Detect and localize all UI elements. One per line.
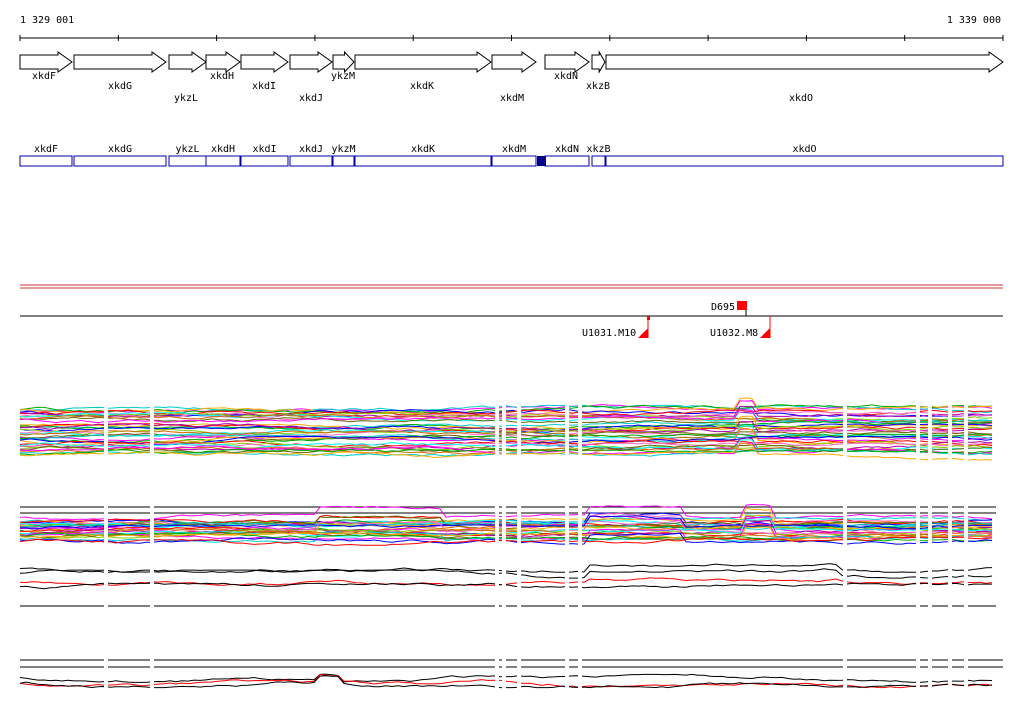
gene-box-label: xkzB (586, 144, 610, 155)
data-gap (502, 400, 506, 700)
gene-arrow-label: xkdG (108, 81, 132, 92)
gene-arrow-xkdh[interactable] (205, 51, 241, 73)
gene-arrow-label: xkdJ (299, 93, 323, 104)
gene-box-xkzb[interactable] (591, 155, 606, 167)
ruler-end-label: 1 339 000 (947, 15, 1001, 26)
gene-box-xkdo[interactable] (605, 155, 1004, 167)
gene-box-xkdi[interactable] (240, 155, 289, 167)
gene-box-label: xkdJ (299, 144, 323, 155)
gene-arrow-label: xkdM (500, 93, 524, 104)
data-gap (517, 400, 521, 700)
gene-box-label: xkdI (252, 144, 276, 155)
data-gap (104, 400, 108, 700)
feature-tick-u1031 (647, 316, 650, 320)
gene-arrow-xkdn[interactable] (544, 51, 590, 73)
data-gap (843, 400, 847, 700)
gene-arrow-ykzm[interactable] (332, 50, 355, 74)
feature-marker-d695[interactable] (737, 301, 747, 310)
gene-box-label: xkdO (792, 144, 816, 155)
gene-box-xkdh[interactable] (205, 155, 241, 167)
gene-box-ykzm[interactable] (332, 155, 355, 167)
gene-arrow-label: xkdO (789, 93, 813, 104)
gene-arrow-label: xkdN (554, 71, 578, 82)
data-gap (578, 400, 582, 700)
data-gap (495, 400, 499, 700)
gene-arrow-label: xkdK (410, 81, 434, 92)
gene-arrow-xkzb[interactable] (591, 50, 606, 74)
gene-box-xkdm[interactable] (491, 155, 537, 167)
gene-box-label: xkdF (34, 144, 58, 155)
coordinate-ruler: 1 329 001 1 339 000 (19, 15, 1004, 41)
feature-marker-u1032[interactable] (760, 328, 770, 338)
ruler-ticks (19, 35, 1004, 41)
gene-arrow-label: xkdH (210, 71, 234, 82)
gene-arrow-xkdm[interactable] (491, 51, 537, 73)
ruler-start-label: 1 329 001 (20, 15, 74, 26)
gene-box-label: xkdM (502, 144, 526, 155)
gene-arrow-label: ykzL (174, 93, 198, 104)
gene-arrow-xkdf[interactable] (19, 51, 73, 73)
gene-arrow-label: xkzB (586, 81, 610, 92)
gene-box-label: ykzM (331, 144, 355, 155)
feature-label-d695: D695 (711, 302, 735, 313)
gene-box-xkdn[interactable] (544, 155, 590, 167)
highlight-block[interactable] (537, 156, 546, 166)
data-gap (928, 400, 932, 700)
data-gap (565, 400, 569, 700)
expression-profile-track-4 (19, 659, 1003, 689)
expression-profile-track-2 (19, 503, 996, 546)
feature-track: D695 U1031.M10 U1032.M8 (20, 301, 1003, 339)
feature-marker-u1031[interactable] (638, 328, 648, 338)
gene-box-ykzl[interactable] (168, 155, 207, 167)
gene-box-xkdk[interactable] (354, 155, 492, 167)
gene-box-track: xkdF xkdG ykzL xkdH xkdI xkdJ ykzM xkdK xkdM xkdN… (19, 144, 1004, 167)
feature-label-u1032: U1032.M8 (710, 328, 758, 339)
gene-arrow-xkdj[interactable] (289, 51, 333, 73)
gene-arrow-label: ykzM (331, 71, 355, 82)
data-gap (964, 400, 968, 700)
gene-box-xkdg[interactable] (73, 155, 167, 167)
gene-arrow-xkdi[interactable] (240, 51, 289, 73)
gene-box-label: xkdH (211, 144, 235, 155)
gene-arrow-label: xkdI (252, 81, 276, 92)
gene-box-label: xkdN (555, 144, 579, 155)
gene-box-xkdf[interactable] (19, 155, 73, 167)
gene-box-label: xkdG (108, 144, 132, 155)
gene-arrow-xkdg[interactable] (73, 51, 167, 73)
gene-box-xkdj[interactable] (289, 155, 333, 167)
gene-arrow-track: xkdF xkdG ykzL xkdH xkdI xkdJ ykzM xkdK xkdM xkdN… (19, 50, 1004, 104)
gene-arrow-ykzl[interactable] (168, 51, 207, 73)
feature-label-u1031: U1031.M10 (582, 328, 636, 339)
gene-box-label: xkdK (411, 144, 435, 155)
data-gap (150, 400, 154, 700)
expression-profile-track-3 (19, 563, 996, 607)
gene-box-label: ykzL (175, 144, 199, 155)
gene-arrow-xkdo[interactable] (605, 51, 1004, 73)
gene-arrow-label: xkdF (32, 71, 56, 82)
data-gap (948, 400, 952, 700)
data-gap (916, 400, 920, 700)
gene-arrow-xkdk[interactable] (354, 51, 492, 73)
profile-gap-overlay (104, 400, 968, 700)
